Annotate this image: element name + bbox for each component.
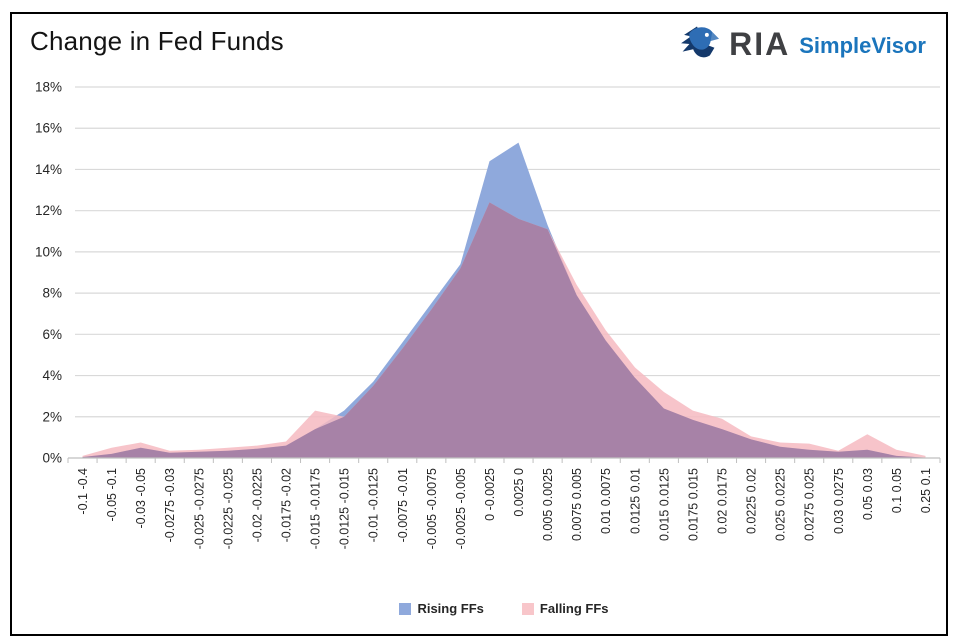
svg-text:0 -0.0025: 0 -0.0025 — [483, 468, 497, 521]
svg-text:-0.025 -0.0275: -0.025 -0.0275 — [192, 468, 206, 549]
svg-text:-0.02 -0.0225: -0.02 -0.0225 — [250, 468, 264, 542]
logo-product-text: SimpleVisor — [799, 33, 926, 58]
svg-text:-0.0275 -0.03: -0.0275 -0.03 — [163, 468, 177, 542]
x-axis-labels: -0.1 -0.4 -0.05 -0.1 -0.03 -0.05 -0.0275 -0… — [76, 468, 933, 549]
svg-text:0.0175 0.015: 0.0175 0.015 — [686, 468, 700, 541]
falling-ffs-swatch-icon — [521, 602, 534, 615]
svg-text:0.0025 0: 0.0025 0 — [512, 468, 526, 517]
legend-item-rising[interactable]: Rising FFs — [399, 601, 484, 616]
chart-title: Change in Fed Funds — [30, 26, 284, 56]
svg-text:8%: 8% — [42, 286, 62, 301]
svg-text:0.025 0.0225: 0.025 0.0225 — [774, 468, 788, 541]
legend-item-falling[interactable]: Falling FFs — [521, 601, 609, 616]
svg-text:0.015 0.0125: 0.015 0.0125 — [657, 468, 671, 541]
x-axis-ticks — [67, 458, 941, 463]
svg-text:2%: 2% — [42, 409, 62, 424]
chart-legend: Rising FFs Falling FFs — [68, 601, 940, 616]
rising-ffs-swatch-icon — [399, 602, 412, 615]
svg-text:0.25 0.1: 0.25 0.1 — [919, 468, 933, 513]
svg-text:0.0225 0.02: 0.0225 0.02 — [745, 468, 759, 534]
y-axis-labels: 0% 2% 4% 6% 8% 10% 12% 14% 16% 18% — [35, 80, 62, 466]
legend-label-falling: Falling FFs — [539, 601, 609, 616]
svg-text:-0.05 -0.1: -0.05 -0.1 — [105, 468, 119, 522]
svg-text:-0.015 -0.0175: -0.015 -0.0175 — [309, 468, 323, 549]
overlap-area — [82, 202, 926, 458]
svg-text:-0.0175 -0.02: -0.0175 -0.02 — [280, 468, 294, 542]
svg-text:0.0125 0.01: 0.0125 0.01 — [628, 468, 642, 534]
svg-text:-0.03 -0.05: -0.03 -0.05 — [134, 468, 148, 529]
legend-label-rising: Rising FFs — [417, 601, 484, 616]
svg-text:-0.0125 -0.015: -0.0125 -0.015 — [338, 468, 352, 549]
svg-text:0.01 0.0075: 0.01 0.0075 — [599, 468, 613, 534]
svg-text:0%: 0% — [42, 451, 62, 466]
svg-text:12%: 12% — [35, 203, 62, 218]
svg-text:0.0275 0.025: 0.0275 0.025 — [803, 468, 817, 541]
svg-text:16%: 16% — [35, 121, 62, 136]
svg-text:0.02 0.0175: 0.02 0.0175 — [716, 468, 730, 534]
svg-text:4%: 4% — [42, 368, 62, 383]
svg-text:-0.005 -0.0075: -0.005 -0.0075 — [425, 468, 439, 549]
ria-simplevisor-logo: RIA SimpleVisor — [674, 22, 926, 66]
svg-text:0.05 0.03: 0.05 0.03 — [861, 468, 875, 520]
eagle-icon — [681, 26, 720, 58]
svg-text:0.0075 0.005: 0.0075 0.005 — [570, 468, 584, 541]
svg-text:-0.0225 -0.025: -0.0225 -0.025 — [221, 468, 235, 549]
svg-text:-0.1 -0.4: -0.1 -0.4 — [76, 468, 90, 515]
svg-text:-0.01 -0.0125: -0.01 -0.0125 — [367, 468, 381, 542]
svg-text:6%: 6% — [42, 327, 62, 342]
svg-text:0.1 0.05: 0.1 0.05 — [890, 468, 904, 513]
svg-text:-0.0025 -0.005: -0.0025 -0.005 — [454, 468, 468, 549]
svg-text:0.03 0.0275: 0.03 0.0275 — [832, 468, 846, 534]
logo-brand-text: RIA — [729, 26, 791, 62]
svg-text:0.005 0.0025: 0.005 0.0025 — [541, 468, 555, 541]
svg-text:10%: 10% — [35, 244, 62, 259]
svg-text:18%: 18% — [35, 80, 62, 95]
svg-text:14%: 14% — [35, 162, 62, 177]
svg-text:-0.0075 -0.01: -0.0075 -0.01 — [396, 468, 410, 542]
